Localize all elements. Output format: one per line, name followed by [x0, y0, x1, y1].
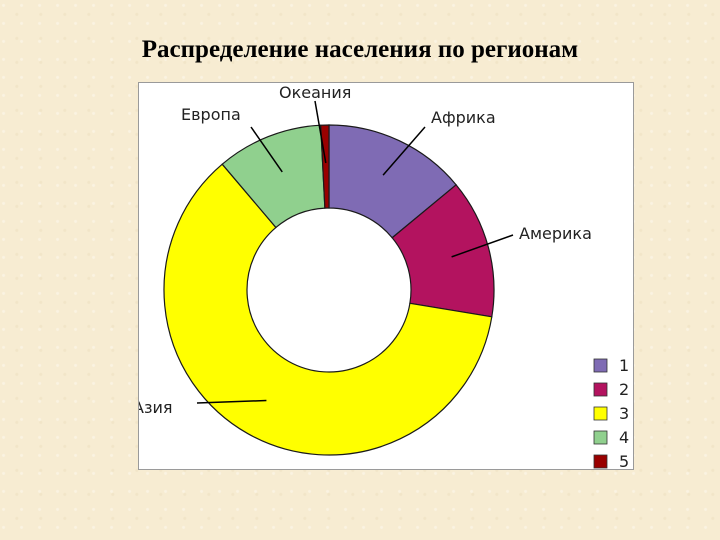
leader-line-5 — [314, 100, 327, 164]
legend-label-4: 4 — [619, 428, 629, 447]
leader-line-4 — [250, 126, 283, 173]
slice-label-4: Европа — [181, 105, 241, 124]
legend-swatch-5 — [593, 454, 608, 469]
legend-swatch-1 — [593, 358, 608, 373]
legend-label-5: 5 — [619, 452, 629, 469]
legend-label-1: 1 — [619, 356, 629, 375]
slide-title: Распределение населения по регионам — [141, 36, 579, 63]
slice-label-1: Африка — [431, 108, 496, 127]
slice-label-2: Америка — [519, 224, 592, 243]
slice-label-3: Азия — [139, 398, 172, 417]
leader-line-1 — [382, 126, 426, 176]
leader-line-2 — [451, 234, 514, 258]
legend-swatch-4 — [593, 430, 608, 445]
legend-swatch-3 — [593, 406, 608, 421]
legend-label-2: 2 — [619, 380, 629, 399]
chart-frame: Африка Америка Азия Европа Океания 1 2 3 4 5 — [138, 82, 634, 470]
donut-slice-3 — [163, 163, 493, 456]
legend-swatch-2 — [593, 382, 608, 397]
leader-line-3 — [196, 399, 267, 404]
slice-label-5: Океания — [279, 83, 351, 102]
donut-chart: Африка Америка Азия Европа Океания 1 2 3 4 5 — [139, 83, 629, 469]
legend-label-3: 3 — [619, 404, 629, 423]
